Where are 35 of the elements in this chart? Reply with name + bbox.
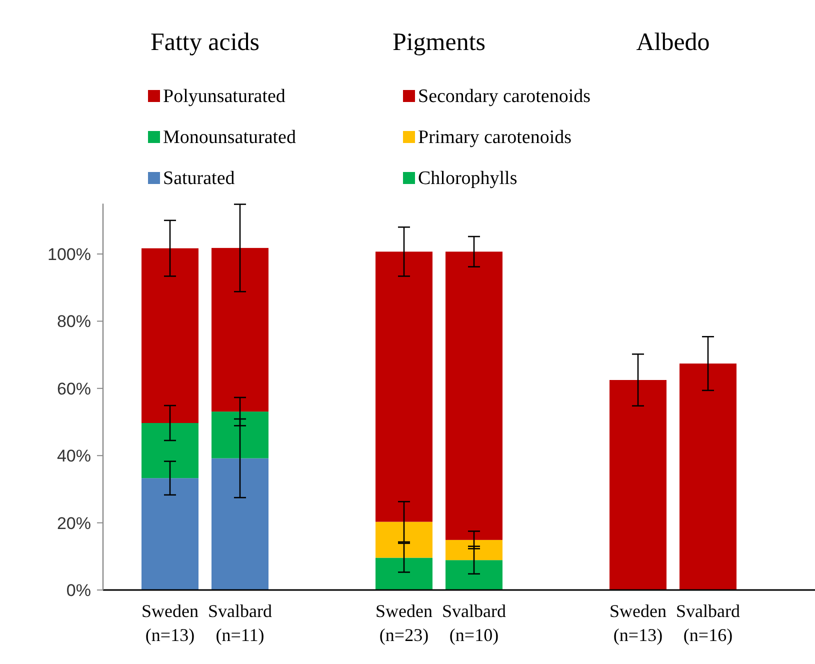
bar (142, 478, 198, 590)
bar (446, 252, 502, 540)
bar (446, 560, 502, 590)
legend-label: Polyunsaturated (163, 86, 286, 107)
legend-label: Monounsaturated (163, 127, 296, 148)
legend-label: Saturated (163, 168, 236, 189)
bar (376, 522, 432, 558)
bar (610, 380, 666, 590)
legend-label: Secondary carotenoids (418, 86, 591, 107)
bar (212, 412, 268, 458)
bar (212, 458, 268, 590)
text: Albedo (636, 29, 710, 56)
text: Fatty acids (150, 29, 260, 56)
y-tick-label: 100% (48, 244, 91, 264)
x-tick-label: Sweden (n=13) (142, 601, 198, 645)
legend-label: Primary carotenoids (418, 127, 572, 148)
y-tick-label: 40% (56, 446, 91, 466)
x-tick-label: Svalbard (n=10) (442, 601, 506, 645)
y-tick-label: 20% (56, 514, 91, 533)
bar (142, 423, 198, 478)
bar (142, 248, 198, 424)
text: Pigments (392, 29, 486, 56)
bar (376, 558, 432, 590)
bar (376, 252, 432, 522)
y-tick-label: 0% (66, 580, 91, 600)
bar (680, 364, 736, 590)
y-tick-label: 80% (56, 312, 91, 332)
bar (212, 248, 268, 412)
bar (446, 540, 502, 560)
x-tick-label: Svalbard (n=16) (676, 601, 740, 645)
legend-label: Chlorophylls (418, 168, 518, 189)
y-tick-label: 60% (56, 379, 91, 398)
x-tick-label: Sweden (n=23) (376, 601, 432, 645)
x-tick-label: Sweden (n=13) (610, 601, 666, 645)
x-tick-label: Svalbard (n=11) (208, 601, 272, 645)
